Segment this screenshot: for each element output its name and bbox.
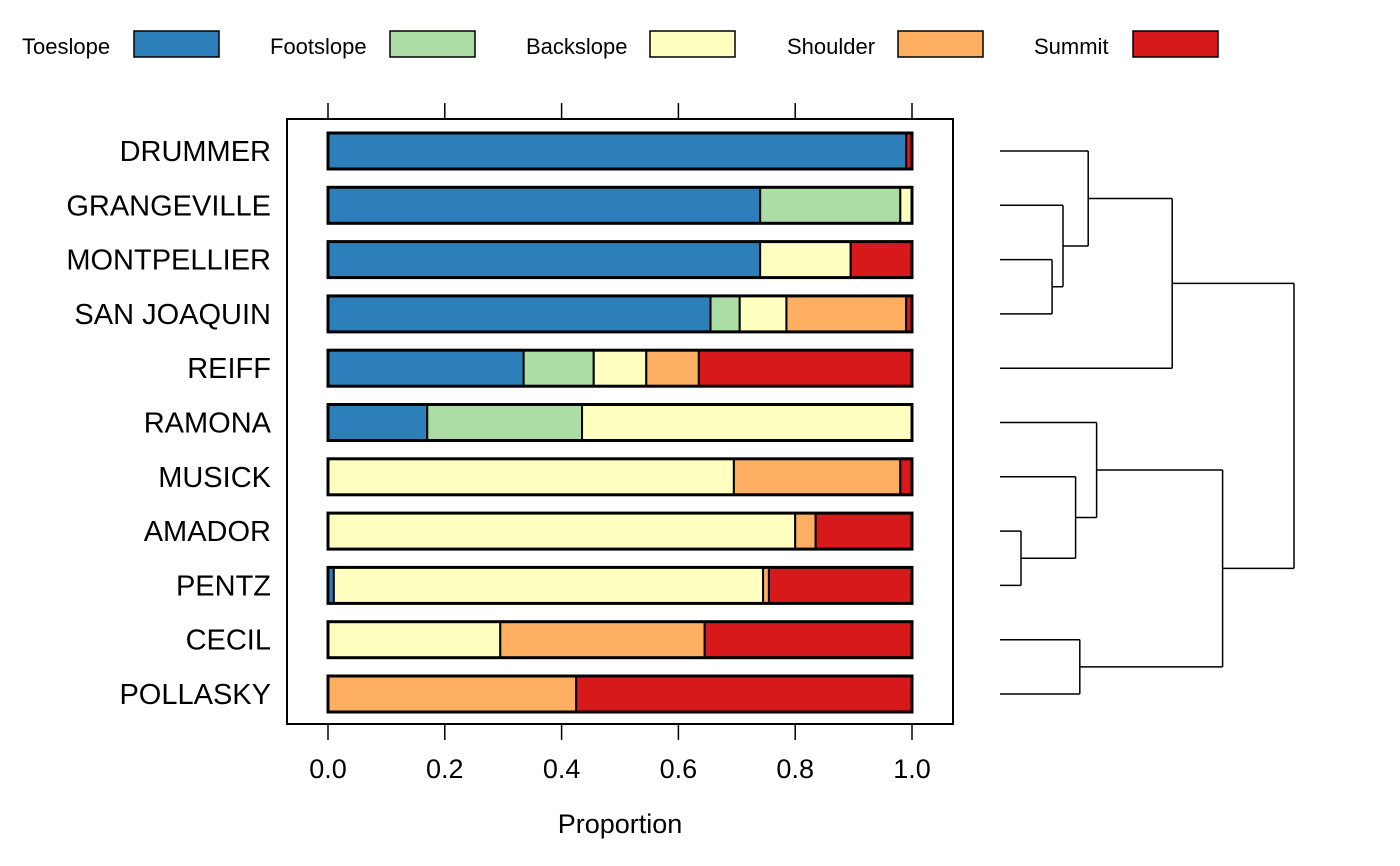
bar-segment-backslope	[759, 240, 852, 279]
x-axis-label: Proportion	[558, 809, 683, 839]
bar-outline	[326, 403, 914, 442]
bar-segment-shoulder	[785, 294, 908, 333]
category-label: RAMONA	[144, 408, 272, 440]
bar-outline	[326, 131, 914, 171]
bar-segment-summit	[899, 457, 914, 496]
bar-segment-summit	[814, 512, 914, 551]
category-label: MONTPELLIER	[66, 245, 271, 277]
bar-segment-backslope	[738, 294, 788, 333]
bar-segment-footslope	[522, 349, 595, 388]
category-label: DRUMMER	[120, 136, 271, 168]
bar-outline	[326, 457, 914, 497]
bar-segment-footslope	[426, 403, 584, 442]
bar-outline	[326, 674, 914, 714]
legend-label-summit: Summit	[1034, 34, 1109, 59]
bar-segment-summit	[703, 620, 913, 659]
bar-outline	[326, 348, 914, 388]
bar-segment-summit	[697, 349, 914, 388]
bar-outline	[326, 511, 914, 551]
category-label: SAN JOAQUIN	[74, 299, 271, 331]
bar-segment-toeslope	[327, 349, 525, 388]
legend-label-backslope: Backslope	[526, 34, 628, 59]
legend-label-shoulder: Shoulder	[787, 34, 875, 59]
bar-segment-backslope	[592, 349, 648, 388]
legend: Toeslope Footslope Backslope Shoulder Summit	[22, 30, 1219, 59]
bar-segment-footslope	[709, 294, 741, 333]
bar-segment-shoulder	[645, 349, 700, 388]
bar-segment-backslope	[327, 457, 735, 496]
category-label: REIFF	[187, 353, 271, 385]
bar-segment-summit	[575, 675, 913, 713]
legend-label-toeslope: Toeslope	[22, 34, 110, 59]
bar-segment-shoulder	[327, 675, 578, 713]
category-label: AMADOR	[144, 516, 271, 548]
bar-segment-summit	[767, 566, 913, 605]
bar-segment-toeslope	[327, 403, 429, 442]
bar-segment-shoulder	[732, 457, 902, 496]
bar-segment-toeslope	[327, 240, 762, 279]
bar-segment-summit	[849, 240, 913, 279]
bar-segment-footslope	[759, 186, 902, 225]
bars	[326, 131, 914, 714]
bar-segment-backslope	[327, 512, 797, 551]
top-axis-ticks	[327, 103, 913, 119]
x-tick-label: 0.2	[426, 754, 464, 784]
category-label: GRANGEVILLE	[66, 190, 271, 222]
bar-outline	[326, 294, 914, 334]
legend-swatch-toeslope	[133, 30, 220, 58]
legend-swatch-shoulder	[897, 30, 984, 58]
x-tick-label: 0.8	[776, 754, 814, 784]
bar-segment-backslope	[899, 186, 914, 225]
bar-outline	[326, 565, 914, 605]
category-label: POLLASKY	[119, 679, 271, 711]
bar-outline	[326, 185, 914, 225]
bar-segment-toeslope	[327, 132, 908, 170]
bottom-axis: 0.0 0.2 0.4 0.6 0.8 1.0	[309, 724, 931, 784]
bar-outline	[326, 620, 914, 660]
category-label: MUSICK	[158, 462, 271, 494]
legend-label-footslope: Footslope	[270, 34, 367, 59]
plot-panel	[286, 118, 954, 725]
dendrogram	[1000, 150, 1295, 695]
legend-swatch-backslope	[649, 30, 736, 58]
x-tick-label: 0.6	[660, 754, 698, 784]
bar-segment-backslope	[581, 403, 913, 442]
bar-segment-toeslope	[327, 294, 712, 333]
x-tick-label: 0.4	[543, 754, 581, 784]
category-label: CECIL	[186, 625, 271, 657]
bar-segment-backslope	[327, 620, 502, 659]
bar-segment-shoulder	[499, 620, 706, 659]
category-labels: DRUMMER GRANGEVILLE MONTPELLIER SAN JOAQUIN…	[66, 136, 271, 711]
category-label: PENTZ	[176, 570, 271, 602]
bar-segment-backslope	[332, 566, 765, 605]
x-tick-label: 0.0	[309, 754, 347, 784]
bar-segment-toeslope	[327, 186, 762, 225]
x-tick-label: 1.0	[893, 754, 931, 784]
legend-swatch-summit	[1132, 30, 1219, 58]
bar-outline	[326, 240, 914, 280]
bar-segment-shoulder	[794, 512, 817, 551]
legend-swatch-footslope	[389, 30, 476, 58]
